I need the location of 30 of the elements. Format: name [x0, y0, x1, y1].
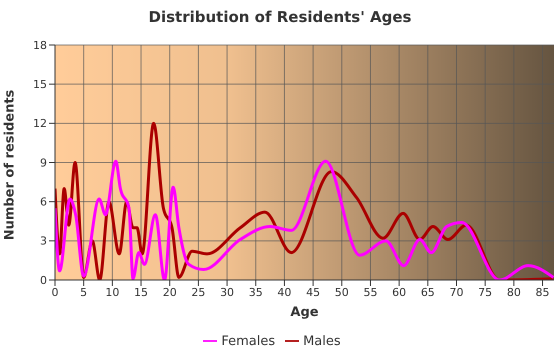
x-tick-label: 65: [420, 286, 435, 299]
x-tick-label: 60: [392, 286, 406, 299]
y-tick-label: 9: [40, 156, 47, 170]
legend-label: Males: [303, 334, 341, 349]
x-tick-label: 75: [478, 286, 492, 299]
x-tick-label: 25: [191, 286, 206, 299]
y-axis-title: Number of residents: [2, 90, 18, 240]
x-tick-label: 0: [52, 286, 58, 299]
chart-title: Distribution of Residents' Ages: [148, 8, 412, 26]
x-tick-label: 80: [506, 286, 521, 299]
x-tick-label: 50: [334, 286, 349, 299]
y-tick-label: 18: [33, 38, 47, 52]
y-tick-label: 6: [40, 196, 47, 209]
x-tick-label: 45: [306, 286, 320, 299]
x-tick-label: 35: [248, 286, 263, 299]
y-tick-label: 3: [40, 234, 47, 248]
x-tick-label: 20: [162, 286, 177, 299]
x-axis-title: Age: [290, 305, 319, 320]
legend-label: Females: [221, 334, 276, 349]
x-tick-label: 5: [80, 286, 88, 299]
x-tick-label: 30: [220, 286, 234, 299]
x-tick-label: 10: [105, 286, 120, 299]
y-tick-label: 0: [40, 274, 47, 287]
x-tick-label: 40: [277, 286, 292, 299]
x-tick-label: 70: [449, 286, 464, 299]
y-tick-label: 15: [33, 78, 47, 92]
y-tick-label: 12: [33, 117, 47, 130]
x-tick-label: 85: [536, 286, 550, 299]
x-tick-label: 55: [363, 286, 378, 299]
x-tick-label: 15: [134, 286, 148, 299]
